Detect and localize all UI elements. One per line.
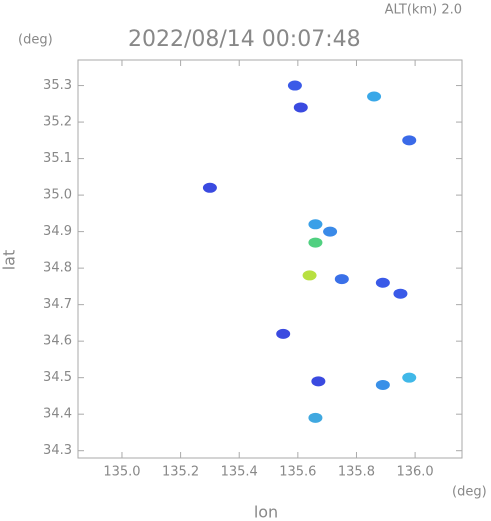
y-unit: (deg) <box>18 33 53 48</box>
y-tick-label: 34.9 <box>43 224 72 239</box>
y-tick-label: 35.3 <box>43 78 72 93</box>
echo <box>334 274 349 285</box>
x-tick-label: 135.4 <box>221 465 258 480</box>
y-axis-label: lat <box>0 250 19 271</box>
x-tick-label: 136.0 <box>396 465 433 480</box>
y-tick-label: 35.2 <box>43 115 72 130</box>
y-tick-label: 34.6 <box>43 334 72 349</box>
x-axis-label: lon <box>254 503 278 521</box>
echo <box>402 135 417 146</box>
echo <box>308 219 323 230</box>
x-tick-label: 135.8 <box>338 465 375 480</box>
echo <box>311 376 326 387</box>
altitude-annotation: ALT(km) 2.0 <box>385 3 462 18</box>
echo <box>375 379 390 390</box>
echo <box>287 80 302 91</box>
y-tick-label: 34.5 <box>43 370 72 385</box>
echo <box>302 270 317 281</box>
echo <box>402 372 417 383</box>
y-tick-label: 34.4 <box>43 407 72 422</box>
echo <box>367 91 382 102</box>
echo <box>276 328 291 339</box>
echo <box>308 412 323 423</box>
x-tick-label: 135.6 <box>279 465 316 480</box>
plot-frame <box>77 59 463 459</box>
x-unit: (deg) <box>452 485 487 500</box>
x-tick-label: 135.0 <box>103 465 140 480</box>
chart-title: 2022/08/14 00:07:48 <box>128 27 361 52</box>
echo <box>202 182 217 193</box>
y-tick-label: 34.7 <box>43 297 72 312</box>
echo <box>293 102 308 113</box>
echo <box>323 226 338 237</box>
y-tick-label: 35.0 <box>43 188 72 203</box>
y-tick-label: 34.8 <box>43 261 72 276</box>
y-tick-label: 35.1 <box>43 151 72 166</box>
echo <box>375 277 390 288</box>
echo <box>308 237 323 248</box>
x-tick-label: 135.2 <box>162 465 199 480</box>
y-tick-label: 34.3 <box>43 443 72 458</box>
echo <box>393 288 408 299</box>
